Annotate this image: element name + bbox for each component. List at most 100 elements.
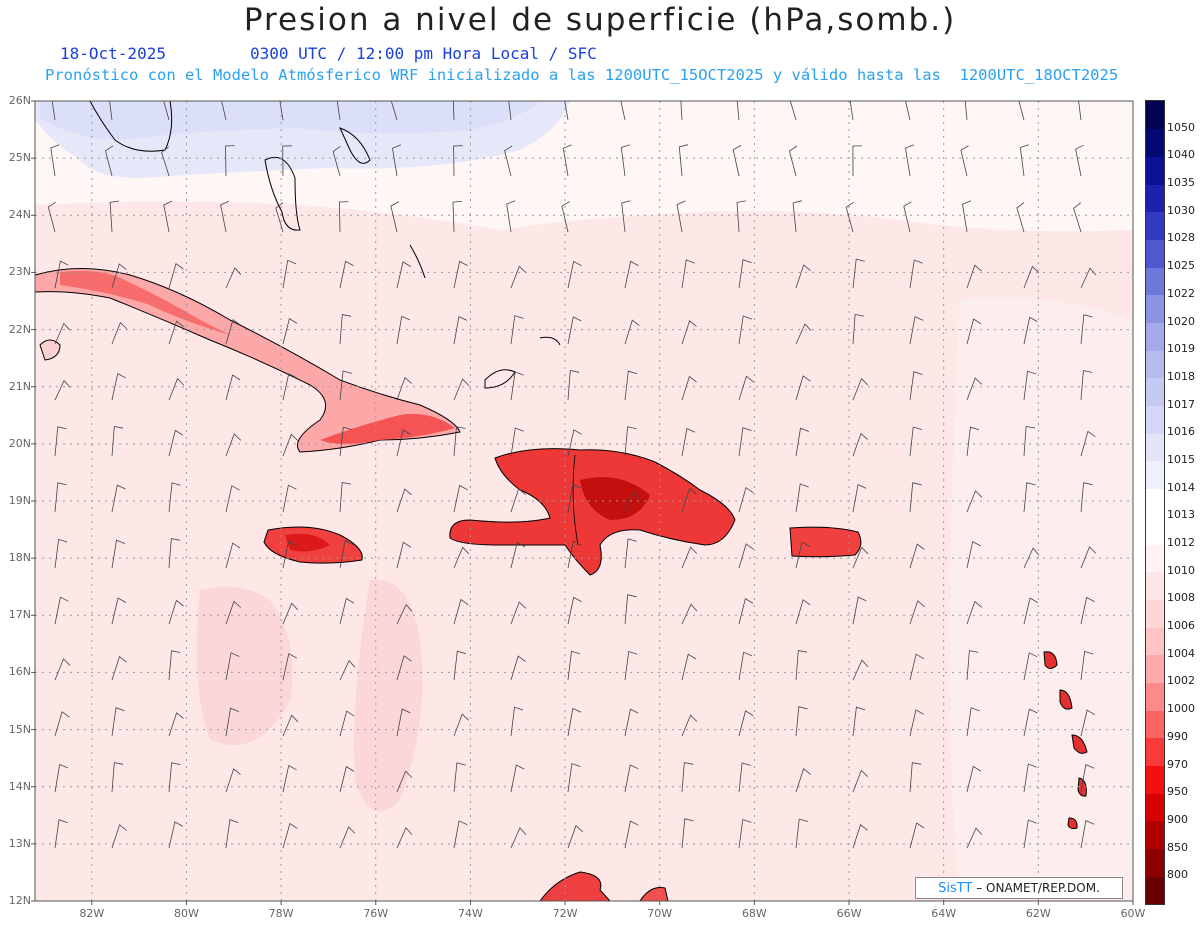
legend-color-box <box>1146 350 1164 379</box>
wind-barb <box>1080 482 1093 513</box>
wind-barb <box>396 603 413 625</box>
wind-barb <box>960 145 969 177</box>
wind-barb <box>1023 708 1038 737</box>
wind-barb <box>564 101 569 121</box>
wind-barb <box>681 375 697 401</box>
wind-barb <box>852 546 869 569</box>
wind-barb <box>396 315 411 345</box>
wind-barb <box>738 315 752 345</box>
east-pressure-region <box>950 297 1133 900</box>
legend-color-box <box>1146 820 1164 850</box>
andros-island <box>264 156 301 231</box>
wind-barb <box>54 322 71 345</box>
wind-barb <box>909 426 923 457</box>
legend-level-label: 1040 <box>1167 148 1195 162</box>
wind-barb <box>168 263 184 289</box>
legend-color-box <box>1146 544 1164 573</box>
wind-barb <box>339 597 355 625</box>
wind-barb <box>966 765 982 793</box>
wind-barb <box>903 201 912 233</box>
legend-level-label: 1020 <box>1167 314 1195 328</box>
legend-level-label: 1013 <box>1167 508 1195 522</box>
wind-barb <box>1023 370 1037 401</box>
wind-barb <box>1023 316 1038 345</box>
cuba-low-core-east <box>320 413 455 444</box>
wind-barb <box>111 263 127 289</box>
legend-color-box <box>1146 682 1164 711</box>
wind-barb <box>1080 764 1095 793</box>
wind-barb <box>282 433 299 457</box>
wind-barb <box>111 539 126 569</box>
wind-barb <box>909 371 923 401</box>
legend-color-box <box>1146 599 1164 628</box>
lat-label: 19N <box>8 494 31 507</box>
wind-barb <box>567 260 582 289</box>
legend-color-box <box>1146 654 1164 683</box>
wind-barb <box>624 650 638 681</box>
legend-color-box <box>1146 627 1164 656</box>
wind-barb <box>1023 265 1040 289</box>
lon-label: 66W <box>836 907 862 920</box>
wind-barb <box>510 827 527 849</box>
wind-barb <box>1019 144 1029 177</box>
legend-level-label: 1030 <box>1167 203 1195 217</box>
wind-barb <box>453 713 470 737</box>
wind-barb <box>282 145 292 177</box>
wind-barb <box>1080 430 1096 457</box>
wind-barb <box>681 762 694 793</box>
wind-barb <box>506 200 516 233</box>
wind-barb <box>624 319 640 345</box>
legend-color-box <box>1146 848 1164 877</box>
legend-color-box <box>1146 128 1164 157</box>
wind-barb <box>111 484 126 513</box>
wind-barb <box>396 488 412 513</box>
wind-barb <box>1023 547 1040 569</box>
wind-barb <box>282 602 299 625</box>
lon-label: 74W <box>457 907 483 920</box>
legend-level-label: 1012 <box>1167 536 1195 550</box>
lat-label: 18N <box>8 551 31 565</box>
wind-barb <box>624 260 639 289</box>
wind-barb <box>338 201 349 233</box>
wind-barb <box>111 762 124 793</box>
mid-pressure-region-2 <box>354 579 423 812</box>
wind-barb <box>109 101 113 121</box>
wind-barb <box>453 820 468 849</box>
legend-color-box <box>1146 737 1164 767</box>
wind-barb <box>339 482 352 513</box>
wind-barb <box>966 600 982 625</box>
wind-barb <box>852 432 868 457</box>
wind-barb <box>54 596 69 625</box>
wind-barb <box>111 426 124 457</box>
lat-label: 21N <box>8 379 31 393</box>
wind-barb <box>681 714 698 737</box>
wind-barb <box>792 200 802 233</box>
legend-level-label: 850 <box>1167 840 1188 854</box>
wind-barb <box>282 764 297 793</box>
legend-level-label: 1028 <box>1167 231 1195 245</box>
wind-barb <box>275 202 284 233</box>
wind-barb <box>282 484 297 513</box>
wind-barb <box>282 540 297 569</box>
wind-barb <box>1023 482 1036 513</box>
wind-barb <box>111 321 128 345</box>
wind-barb <box>1023 597 1039 625</box>
wind-barb <box>738 818 752 849</box>
legend-level-label: 1050 <box>1167 120 1195 134</box>
wind-barb <box>396 827 413 849</box>
wind-barb <box>1080 709 1096 737</box>
wind-barb <box>339 540 354 569</box>
wind-barb <box>962 200 972 233</box>
wind-barb <box>561 201 570 233</box>
wind-barb <box>168 377 185 401</box>
wind-barb <box>50 144 60 177</box>
wind-barb <box>567 540 582 569</box>
wind-barb <box>681 603 698 625</box>
lat-label: 13N <box>8 836 31 850</box>
wind-barb <box>905 101 911 121</box>
wind-barb <box>849 101 854 121</box>
wind-barb <box>163 101 170 121</box>
legend-color-box <box>1146 460 1164 490</box>
wind-barb <box>845 201 854 233</box>
hispaniola-island <box>449 448 736 576</box>
